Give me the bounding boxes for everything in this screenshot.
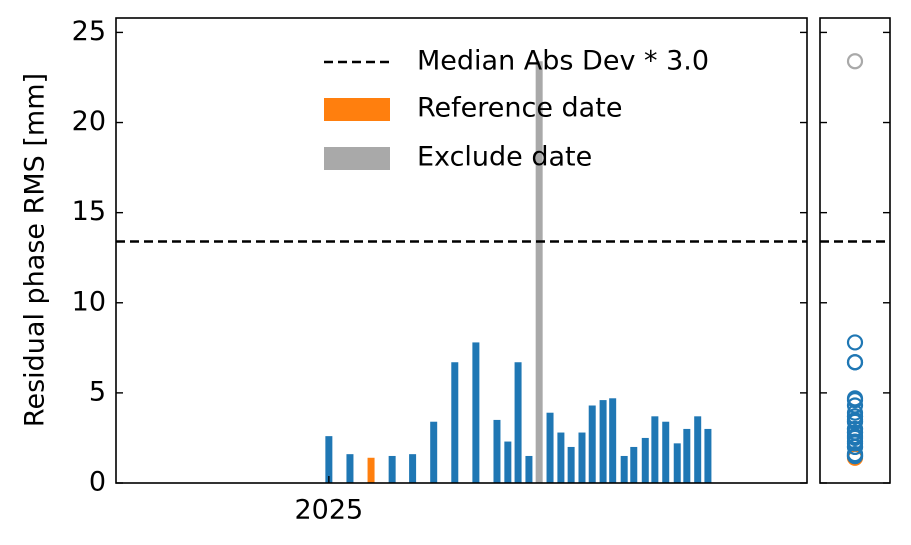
y-tick-label: 20 [72, 106, 106, 137]
side-point [846, 413, 864, 430]
bar [630, 446, 638, 483]
bar [641, 437, 649, 483]
legend-swatch [324, 147, 390, 170]
side-point [846, 334, 864, 351]
side-point [846, 429, 864, 447]
bar [504, 441, 512, 483]
bar [451, 362, 459, 483]
legend-label: Median Abs Dev * 3.0 [417, 46, 709, 77]
legend-swatch [324, 98, 390, 121]
bar [525, 455, 533, 483]
bar [567, 446, 575, 483]
bar [430, 421, 438, 483]
bar [578, 432, 586, 483]
y-tick-label: 10 [72, 286, 106, 317]
side-point [846, 53, 864, 70]
side-point [846, 420, 864, 438]
bar [325, 436, 333, 483]
y-tick-label: 5 [89, 376, 106, 407]
side-point [846, 390, 864, 407]
side-point [846, 408, 864, 425]
legend-label: Exclude date [417, 142, 592, 173]
side-frame [819, 17, 891, 484]
bar [472, 342, 480, 483]
bar [409, 454, 417, 483]
legend-label: Reference date [417, 93, 622, 124]
plot-area [325, 61, 712, 484]
x-tick-label: 2025 [295, 495, 364, 526]
bar [651, 416, 659, 483]
bar [557, 432, 565, 483]
y-tick-label: 0 [89, 467, 106, 498]
y-tick-label: 15 [72, 196, 106, 227]
y-tick-label: 25 [72, 16, 106, 47]
bar [367, 457, 375, 483]
bar [694, 416, 702, 483]
side-point [846, 354, 864, 371]
bar [609, 398, 617, 483]
bar [662, 421, 670, 483]
side-point [846, 447, 864, 465]
bar [673, 443, 681, 483]
bar [546, 412, 554, 483]
bar [683, 428, 691, 483]
main-frame [115, 17, 808, 484]
bar [588, 405, 596, 483]
bar [388, 455, 396, 483]
side-point [846, 397, 864, 414]
bar [535, 61, 543, 484]
bar [493, 419, 501, 483]
bar [704, 428, 712, 483]
bar [346, 454, 354, 483]
bar [514, 362, 522, 483]
y-axis-label: Residual phase RMS [mm] [20, 73, 51, 427]
bar [620, 455, 628, 483]
bar [599, 400, 607, 483]
